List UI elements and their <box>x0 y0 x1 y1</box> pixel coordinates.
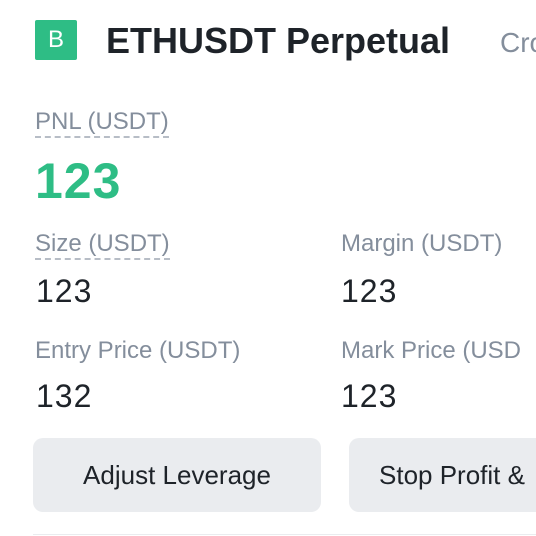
position-header: B ETHUSDT Perpetual Cro <box>0 14 536 70</box>
pnl-label-text: PNL (USDT) <box>35 108 169 138</box>
pnl-value: 123 <box>35 153 122 209</box>
size-value: 123 <box>36 273 93 309</box>
margin-value: 123 <box>341 273 398 309</box>
side-badge: B <box>35 20 77 60</box>
entry-price-label: Entry Price (USDT) <box>35 337 241 364</box>
mark-price-value: 123 <box>341 378 398 414</box>
stop-profit-button[interactable]: Stop Profit & <box>349 438 536 512</box>
mark-price-label: Mark Price (USD <box>341 337 522 364</box>
bottom-divider <box>33 534 536 535</box>
pnl-label[interactable]: PNL (USDT) <box>35 107 169 138</box>
size-label[interactable]: Size (USDT) <box>35 229 170 260</box>
pair-title[interactable]: ETHUSDT Perpetual <box>106 20 451 61</box>
margin-label: Margin (USDT) <box>341 230 503 257</box>
margin-mode-label: Cro <box>500 27 536 58</box>
entry-price-value: 132 <box>36 378 93 414</box>
size-label-text: Size (USDT) <box>35 230 170 260</box>
adjust-leverage-button[interactable]: Adjust Leverage <box>33 438 321 512</box>
